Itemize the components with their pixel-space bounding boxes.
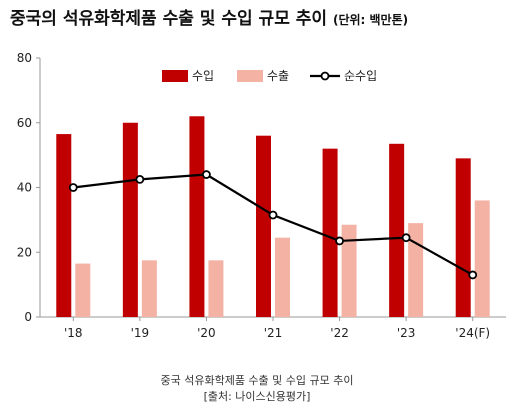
net-import-point bbox=[401, 233, 411, 243]
import-bar bbox=[389, 143, 405, 317]
x-tick-label: '18 bbox=[64, 326, 83, 340]
export-bar bbox=[474, 200, 490, 317]
x-tick-label: '20 bbox=[197, 326, 216, 340]
export-bar bbox=[141, 260, 157, 317]
import-bar bbox=[56, 134, 72, 317]
export-bar bbox=[408, 223, 424, 317]
net-import-point bbox=[468, 270, 478, 280]
import-bar bbox=[256, 135, 271, 317]
y-tick-label: 0 bbox=[24, 310, 32, 324]
net-import-point bbox=[202, 170, 211, 179]
figure-source: [출처: 나이스신용평가] bbox=[203, 390, 311, 403]
import-bar bbox=[322, 148, 338, 317]
figure-caption: 중국 석유화학제품 수출 및 수입 규모 추이 bbox=[160, 374, 354, 387]
legend-swatch-net-marker bbox=[320, 71, 330, 81]
net-import-point bbox=[68, 183, 78, 192]
x-tick-label: '24(F) bbox=[455, 326, 490, 340]
legend-label-net: 순수입 bbox=[344, 69, 377, 83]
net-import-point bbox=[135, 175, 145, 184]
net-import-point bbox=[268, 210, 278, 220]
export-bar bbox=[275, 237, 290, 317]
import-bar bbox=[455, 158, 471, 317]
unit-note: (단위: 백만톤) bbox=[332, 13, 409, 27]
x-tick-label: '23 bbox=[397, 326, 416, 340]
legend-swatch-import bbox=[162, 70, 188, 82]
export-bar bbox=[208, 260, 224, 317]
chart-title-text: 중국의 석유화학제품 수출 및 수입 규모 추이 bbox=[10, 9, 328, 29]
y-tick-label: 40 bbox=[17, 181, 32, 195]
export-bar bbox=[341, 224, 357, 317]
net-import-point bbox=[335, 236, 344, 246]
x-tick-label: '19 bbox=[131, 326, 150, 340]
chart-title: 중국의 석유화학제품 수출 및 수입 규모 추이 (단위: 백만톤) bbox=[10, 4, 408, 29]
import-bar bbox=[122, 122, 138, 317]
import-bar bbox=[189, 116, 205, 318]
legend-swatch-export bbox=[237, 70, 263, 82]
x-tick-label: '21 bbox=[264, 326, 283, 340]
x-tick-label: '22 bbox=[330, 326, 349, 340]
legend-label-export: 수출 bbox=[267, 69, 289, 83]
y-tick-label: 20 bbox=[17, 245, 32, 259]
legend-label-import: 수입 bbox=[192, 69, 214, 83]
y-tick-label: 80 bbox=[17, 51, 32, 65]
y-tick-label: 60 bbox=[17, 116, 32, 130]
export-bar bbox=[75, 263, 91, 317]
